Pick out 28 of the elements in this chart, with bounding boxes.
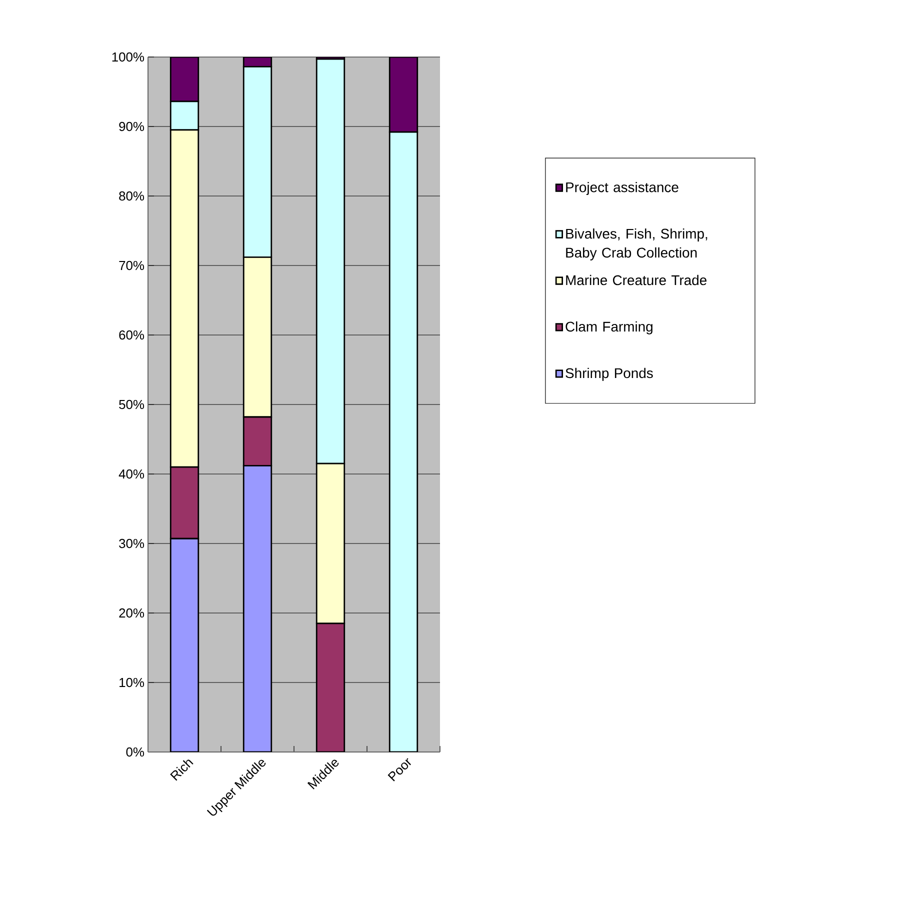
y-tick-label: 50% — [119, 400, 144, 410]
y-tick-label: 30% — [119, 538, 144, 548]
bar — [170, 100, 200, 131]
bar — [316, 58, 346, 464]
bar — [170, 56, 200, 102]
bar — [242, 416, 272, 466]
y-tick-label: 40% — [118, 469, 144, 479]
legend-label: Bivalves, Fish, Shrimp, Baby Crab Collection — [566, 228, 708, 260]
legend-label: Marine Creature Trade — [566, 274, 706, 286]
legend-label: Project assistance — [566, 182, 678, 195]
bar — [170, 538, 200, 752]
y-tick-label: 100% — [112, 52, 144, 62]
bar — [242, 66, 272, 258]
y-tick-label: 20% — [119, 608, 144, 618]
bar — [170, 466, 200, 540]
y-tick-label: 90% — [119, 122, 144, 132]
y-tick-label: 70% — [119, 260, 144, 270]
bar — [316, 622, 346, 752]
bar — [388, 56, 418, 133]
y-tick-label: 0% — [126, 747, 144, 757]
y-tick-label: 80% — [119, 191, 144, 201]
y-tick-label: 60% — [119, 330, 144, 340]
legend-label: Clam Farming — [566, 321, 652, 334]
y-tick-label: 10% — [120, 678, 144, 688]
x-tick-label: Rich — [170, 760, 194, 781]
bar — [388, 131, 418, 752]
legend-label: Shrimp Ponds — [566, 368, 653, 381]
bar — [242, 464, 272, 752]
